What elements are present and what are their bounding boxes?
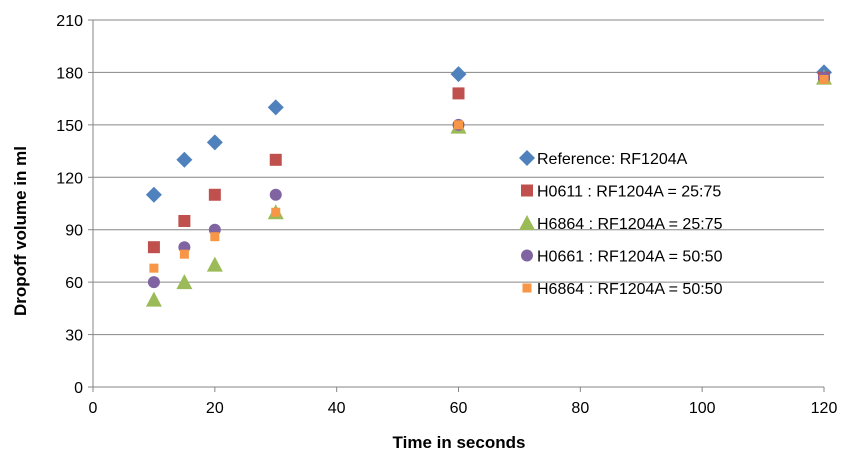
y-tick-label: 30 [65, 328, 83, 345]
data-point [179, 249, 189, 259]
series-3 [145, 69, 832, 307]
data-point [206, 134, 223, 151]
x-tick-label: 120 [811, 400, 838, 417]
legend-marker [521, 184, 533, 197]
x-tick-label: 20 [206, 400, 224, 417]
legend-label: H0611 : RF1204A = 25:75 [537, 184, 721, 201]
y-tick-label: 150 [56, 118, 83, 135]
y-tick-labels: 0 30 60 90 120 150 180 210 [56, 13, 83, 397]
legend-marker [521, 249, 533, 262]
data-point [149, 263, 159, 273]
x-tick-label: 100 [689, 400, 716, 417]
legend-marker [519, 215, 535, 230]
legend-entry: H0611 : RF1204A = 25:75 [521, 184, 721, 201]
data-point [176, 274, 193, 290]
data-point [178, 214, 191, 227]
legend-label: H6864 : RF1204A = 25:75 [537, 216, 723, 233]
legend-entry: Reference: RF1204A [519, 150, 688, 168]
y-axis-title: Dropoff volume in ml [11, 146, 30, 316]
series-2 [147, 71, 830, 254]
y-tick-label: 210 [56, 13, 83, 30]
data-point [210, 232, 220, 242]
legend-entry: H6864 : RF1204A = 25:75 [519, 215, 723, 233]
x-axis-title: Time in seconds [393, 433, 526, 452]
axes [88, 19, 825, 392]
legend: Reference: RF1204A H0611 : RF1204A = 25:7… [519, 150, 723, 298]
data-point [269, 153, 282, 166]
data-point [452, 87, 465, 100]
data-point [269, 188, 282, 201]
y-tick-label: 180 [56, 65, 83, 82]
data-point [145, 291, 162, 307]
legend-entry: H6864 : RF1204A = 50:50 [522, 281, 723, 298]
y-tick-label: 0 [74, 380, 83, 397]
legend-marker [522, 283, 532, 293]
data-point [819, 74, 829, 84]
legend-entry: H0661 : RF1204A = 50:50 [521, 249, 723, 266]
data-point [208, 188, 221, 201]
data-point [454, 120, 463, 130]
x-tick-label: 40 [328, 400, 346, 417]
data-points [145, 64, 832, 307]
series-5 [149, 74, 829, 273]
y-tick-label: 90 [65, 223, 83, 240]
legend-label: H0661 : RF1204A = 50:50 [537, 249, 723, 266]
x-tick-label: 60 [450, 400, 468, 417]
data-point [176, 151, 193, 168]
series-4 [147, 71, 830, 289]
series-1 [145, 64, 832, 203]
y-tick-label: 120 [56, 170, 83, 187]
x-tick-label: 0 [89, 400, 98, 417]
legend-label: H6864 : RF1204A = 50:50 [537, 281, 723, 298]
y-tick-label: 60 [65, 275, 83, 292]
legend-label: Reference: RF1204A [537, 151, 688, 168]
data-point [147, 276, 160, 289]
x-tick-labels: 0 20 40 60 80 100 120 [89, 400, 838, 417]
data-point [267, 99, 284, 116]
legend-marker [519, 150, 535, 166]
x-tick-label: 80 [571, 400, 589, 417]
data-point [271, 207, 281, 217]
data-point [206, 256, 223, 272]
data-point [450, 66, 467, 83]
data-point [147, 241, 160, 254]
data-point [145, 186, 162, 203]
